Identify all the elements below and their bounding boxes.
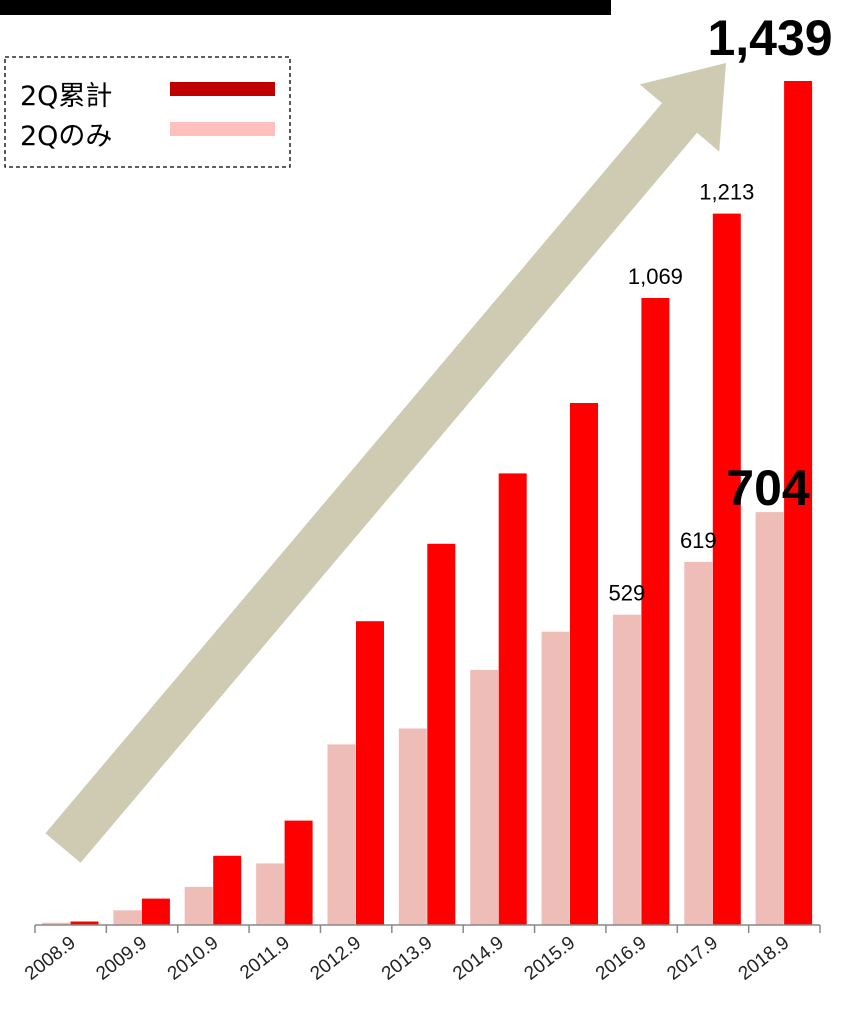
legend-swatch-quarter-only: [170, 122, 275, 136]
bar-cumulative-2012.9: [356, 621, 384, 925]
bar-quarter-only-2013.9: [398, 728, 427, 925]
x-tick-label: 2017.9: [663, 932, 722, 984]
x-tick-label: 2011.9: [236, 932, 294, 983]
legend-label-cumulative: 2Q累計: [20, 81, 112, 112]
x-axis: 2008.9 2009.9 2010.9 2011.9 2012.9 2013.9 2014…: [21, 924, 821, 985]
x-tick-label: 2009.9: [92, 932, 151, 984]
trend-arrow-shape: [45, 63, 726, 863]
x-tick-label: 2015.9: [521, 932, 580, 984]
x-tick-label: 2010.9: [164, 932, 223, 984]
bar-quarter-only-2018.9: [755, 512, 784, 925]
x-tick-label: 2014.9: [449, 932, 508, 984]
bars: [42, 81, 813, 926]
x-tick-label: 2013.9: [378, 932, 437, 984]
bar-cumulative-2015.9: [570, 403, 598, 925]
bar-cumulative-2008.9: [70, 921, 99, 925]
data-label-cumulative-2016.9: 1,069: [628, 264, 683, 289]
legend-box: [4, 56, 291, 168]
bar-quarter-only-2010.9: [184, 886, 213, 925]
title-bar: [0, 0, 611, 15]
legend-swatch-cumulative: [170, 82, 275, 96]
bar-cumulative-2014.9: [498, 473, 527, 925]
bar-quarter-only-2016.9: [612, 614, 641, 925]
data-labels: 1,069 1,213 1,439 529 619 704: [609, 10, 833, 606]
bar-cumulative-2010.9: [213, 855, 242, 925]
x-tick-label: 2016.9: [592, 932, 651, 984]
bar-cumulative-2009.9: [141, 898, 170, 925]
bar-quarter-only-2012.9: [327, 744, 356, 925]
bar-quarter-only-2008.9: [42, 922, 70, 925]
data-label-cumulative-2018.9: 1,439: [707, 10, 832, 66]
bar-quarter-only-2014.9: [470, 669, 499, 925]
bar-quarter-only-2017.9: [684, 561, 713, 925]
bar-quarter-only-2011.9: [256, 863, 285, 925]
bar-cumulative-2017.9: [712, 213, 741, 926]
bar-cumulative-2011.9: [284, 820, 313, 925]
bar-quarter-only-2009.9: [113, 910, 142, 925]
bar-cumulative-2018.9: [784, 81, 813, 925]
legend: 2Q累計 2Qのみ: [4, 56, 291, 168]
trend-arrow: [45, 63, 726, 863]
data-label-quarter-only-2017.9: 619: [680, 528, 717, 553]
bar-cumulative-2013.9: [427, 543, 456, 925]
x-tick-label: 2012.9: [306, 932, 365, 984]
bar-quarter-only-2015.9: [541, 631, 570, 925]
x-tick-label: 2018.9: [735, 932, 794, 984]
bar-cumulative-2016.9: [641, 298, 670, 925]
x-tick-label: 2008.9: [21, 932, 80, 984]
data-label-cumulative-2017.9: 1,213: [699, 180, 754, 205]
x-axis-ticks: 2008.9 2009.9 2010.9 2011.9 2012.9 2013.9 2014…: [21, 925, 821, 985]
legend-label-quarter-only: 2Qのみ: [20, 121, 112, 152]
data-label-quarter-only-2018.9: 704: [726, 460, 810, 516]
data-label-quarter-only-2016.9: 529: [609, 581, 646, 606]
